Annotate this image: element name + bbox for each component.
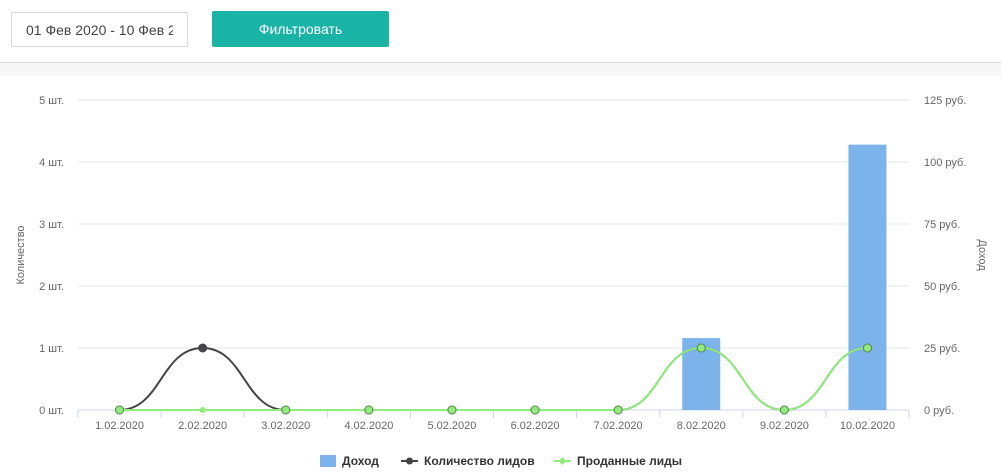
sold-leads-point xyxy=(613,405,623,415)
sold-leads-point xyxy=(696,343,706,353)
sold-leads-point xyxy=(530,405,540,415)
legend-label-income: Доход xyxy=(342,454,379,468)
x-tick-label: 5.02.2020 xyxy=(427,420,476,432)
right-tick-label: 75 руб. xyxy=(924,219,960,231)
legend-swatch-income xyxy=(320,455,336,467)
left-tick-label: 0 шт. xyxy=(39,405,64,417)
left-tick-label: 2 шт. xyxy=(39,281,64,293)
sold-leads-line xyxy=(119,346,868,412)
leads-count-point xyxy=(198,343,208,353)
left-tick-label: 5 шт. xyxy=(39,95,64,107)
left-tick-label: 1 шт. xyxy=(39,343,64,355)
x-tick-label: 3.02.2020 xyxy=(261,420,310,432)
right-tick-label: 25 руб. xyxy=(924,343,960,355)
right-tick-label: 50 руб. xyxy=(924,281,960,293)
sold-leads-point xyxy=(199,407,206,413)
x-tick-label: 4.02.2020 xyxy=(344,420,393,432)
date-range-input[interactable] xyxy=(11,12,188,47)
filter-button[interactable]: Фильтровать xyxy=(212,11,389,47)
legend-label-sold: Проданные лиды xyxy=(577,454,682,468)
filter-toolbar: Фильтровать xyxy=(0,0,1001,62)
sold-leads-point xyxy=(779,405,789,415)
x-tick-label: 8.02.2020 xyxy=(677,420,726,432)
legend-label-leads: Количество лидов xyxy=(424,454,535,468)
leads-income-chart: 0 шт. 1 шт. 2 шт. 3 шт. 4 шт. 5 шт. 0 руб. 25 р… xyxy=(15,95,988,468)
sold-leads-point xyxy=(281,405,291,415)
toolbar-divider xyxy=(0,62,1001,63)
x-tick-label: 2.02.2020 xyxy=(178,420,227,432)
sold-leads-point xyxy=(862,343,872,353)
sold-leads-point xyxy=(447,405,457,415)
legend-marker-leads xyxy=(406,457,413,465)
x-tick-label: 1.02.2020 xyxy=(95,420,144,432)
right-axis-title: Доход xyxy=(976,239,988,271)
x-tick-label: 10.02.2020 xyxy=(840,420,895,432)
legend-marker-sold xyxy=(558,457,567,465)
right-tick-label: 0 руб. xyxy=(924,405,954,417)
left-axis-title: Количество xyxy=(15,225,27,284)
sold-leads-point xyxy=(115,405,125,415)
right-tick-label: 100 руб. xyxy=(924,157,966,169)
left-tick-label: 4 шт. xyxy=(39,157,64,169)
left-tick-label: 3 шт. xyxy=(39,219,64,231)
sold-leads-point xyxy=(364,405,374,415)
right-tick-label: 125 руб. xyxy=(924,95,966,107)
x-tick-label: 6.02.2020 xyxy=(511,420,560,432)
chart-header-band xyxy=(0,63,1001,76)
leads-count-line xyxy=(119,346,868,412)
x-tick-label: 9.02.2020 xyxy=(760,420,809,432)
income-bar xyxy=(848,144,887,410)
x-tick-label: 7.02.2020 xyxy=(594,420,643,432)
